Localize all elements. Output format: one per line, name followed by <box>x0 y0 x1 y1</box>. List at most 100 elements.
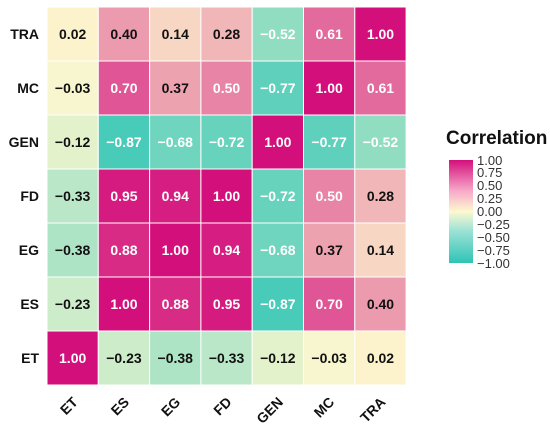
cell-value-label: −0.87 <box>106 134 142 150</box>
heatmap-cell-et-et <box>46 330 99 386</box>
cell-value-label: 0.95 <box>213 296 240 312</box>
heatmap-cell-et-eg <box>149 330 202 386</box>
cell-value-label: 0.88 <box>110 242 137 258</box>
cell-value-label: −0.38 <box>55 242 91 258</box>
cell-value-label: 0.28 <box>367 188 394 204</box>
legend-tick-label: 0.50 <box>477 178 503 194</box>
cell-value-label: −0.52 <box>260 26 296 42</box>
x-axis-label-es: ES <box>108 394 133 419</box>
cell-value-label: −0.87 <box>260 296 296 312</box>
cell-value-label: −0.23 <box>55 296 91 312</box>
heatmap-cell-mc-eg <box>149 60 202 116</box>
cell-value-label: −0.03 <box>55 80 91 96</box>
legend-tick-label: −0.50 <box>477 229 510 245</box>
cell-value-label: −0.23 <box>106 350 142 366</box>
cell-value-label: −0.38 <box>158 350 194 366</box>
cell-value-label: −0.12 <box>260 350 296 366</box>
heatmap-cell-eg-et <box>46 222 99 278</box>
cell-value-label: 0.28 <box>213 26 240 42</box>
x-axis-label-tra: TRA <box>357 394 389 426</box>
cell-value-label: −0.68 <box>260 242 296 258</box>
cell-value-label: 1.00 <box>162 242 189 258</box>
heatmap-cell-eg-eg <box>149 222 202 278</box>
legend-colorbar <box>449 160 473 263</box>
legend-tick-mark <box>474 262 478 264</box>
correlation-heatmap: 0.02 0.40 0.14 0.28 −0.52 0.61 1.00 −0.03 0.70 0.… <box>9 6 407 427</box>
y-axis-label-gen: GEN <box>9 134 39 150</box>
legend-title: Correlation <box>446 128 548 149</box>
heatmap-cell-tra-et <box>46 6 99 62</box>
heatmap-cell-es-es <box>97 276 151 332</box>
heatmap-cell-gen-eg <box>149 114 202 170</box>
legend-tick-label: 0.25 <box>477 191 503 207</box>
heatmap-cell-gen-tra <box>354 114 407 170</box>
heatmap-cell-es-gen <box>251 276 304 332</box>
heatmap-cell-gen-es <box>97 114 151 170</box>
heatmap-cell-et-tra <box>354 330 407 386</box>
y-axis-label-mc: MC <box>17 80 39 96</box>
cell-value-label: 0.70 <box>110 80 137 96</box>
cell-value-label: 0.94 <box>213 242 240 258</box>
heatmap-cell-gen-gen <box>251 114 304 170</box>
legend-tick-mark <box>474 172 478 174</box>
cell-value-label: −0.33 <box>209 350 245 366</box>
cell-value-label: 1.00 <box>367 26 394 42</box>
heatmap-cell-fd-tra <box>354 168 407 224</box>
cell-value-label: 0.37 <box>162 80 189 96</box>
cell-value-label: −0.03 <box>311 350 347 366</box>
cell-value-label: 0.02 <box>59 26 86 42</box>
cell-value-label: −0.72 <box>209 134 245 150</box>
heatmap-cell-tra-eg <box>149 6 202 62</box>
heatmap-cell-mc-et <box>46 60 99 116</box>
cell-value-label: 0.88 <box>162 296 189 312</box>
cell-value-label: −0.33 <box>55 188 91 204</box>
cell-value-label: 1.00 <box>264 134 291 150</box>
x-axis-label-eg: EG <box>158 394 184 420</box>
x-axis-label-fd: FD <box>210 394 235 419</box>
legend-tick-mark <box>474 211 478 212</box>
cell-value-label: 0.61 <box>367 80 394 96</box>
cell-value-label: 0.95 <box>110 188 137 204</box>
heatmap-cell-fd-et <box>46 168 99 224</box>
heatmap-cell-mc-gen <box>251 60 304 116</box>
heatmap-cell-fd-es <box>97 168 151 224</box>
y-axis-label-eg: EG <box>19 242 39 258</box>
cell-value-label: 0.50 <box>316 188 343 204</box>
legend-tick-label: 1.00 <box>477 152 503 168</box>
legend-tick-mark <box>474 159 478 161</box>
x-axis-label-mc: MC <box>311 394 338 421</box>
cell-value-label: −0.52 <box>363 134 399 150</box>
cell-value-label: 0.02 <box>367 350 394 366</box>
cell-value-label: 1.00 <box>59 350 86 366</box>
heatmap-cell-et-fd <box>200 330 253 386</box>
cell-value-label: 0.94 <box>162 188 189 204</box>
legend-tick-mark <box>474 249 478 251</box>
cell-value-label: −0.68 <box>158 134 194 150</box>
legend-tick-mark <box>474 223 478 225</box>
cell-value-label: 0.50 <box>213 80 240 96</box>
legend-tick-mark <box>474 198 478 200</box>
cell-value-label: −0.77 <box>260 80 296 96</box>
legend-tick-mark <box>474 185 478 187</box>
y-axis-label-es: ES <box>20 296 39 312</box>
cell-value-label: 0.37 <box>316 242 343 258</box>
heatmap-cell-et-gen <box>251 330 304 386</box>
cell-value-label: −0.72 <box>260 188 296 204</box>
heatmap-cell-es-tra <box>354 276 407 332</box>
legend-tick-mark <box>474 236 478 238</box>
cell-value-label: 1.00 <box>213 188 240 204</box>
cell-value-label: 0.40 <box>367 296 394 312</box>
cell-value-label: 1.00 <box>316 80 343 96</box>
y-axis-label-et: ET <box>21 350 39 366</box>
cell-value-label: −0.12 <box>55 134 91 150</box>
heatmap-cell-et-mc <box>303 330 356 386</box>
legend-tick-label: 0.00 <box>477 204 503 219</box>
cell-value-label: 0.14 <box>367 242 394 258</box>
legend-tick-label: −1.00 <box>477 255 510 271</box>
cell-value-label: 0.61 <box>316 26 343 42</box>
cell-value-label: 0.14 <box>162 26 189 42</box>
heatmap-cell-tra-es <box>97 6 151 62</box>
heatmap-cell-gen-fd <box>200 114 253 170</box>
heatmap-cell-mc-tra <box>354 60 407 116</box>
y-axis-labels: TRA MC GEN FD EG ES ET <box>9 26 40 366</box>
